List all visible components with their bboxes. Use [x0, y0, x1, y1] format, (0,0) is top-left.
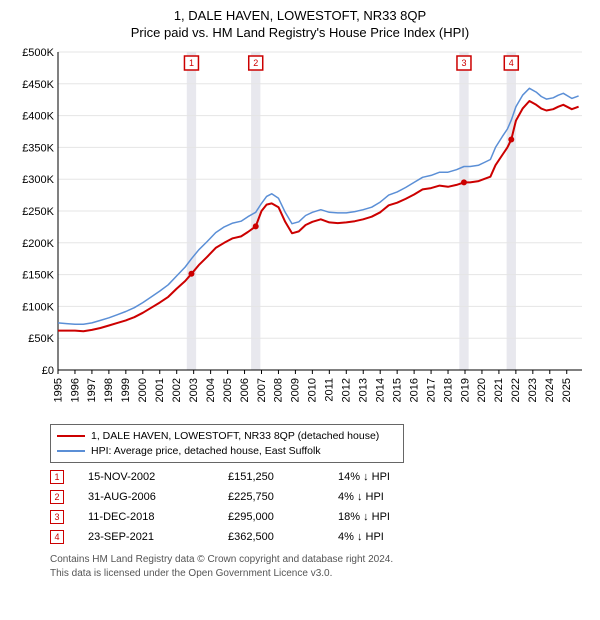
chart-container: 1, DALE HAVEN, LOWESTOFT, NR33 8QP Price…	[0, 0, 600, 620]
sales-price: £295,000	[228, 511, 338, 523]
sales-price: £362,500	[228, 531, 338, 543]
svg-text:2024: 2024	[544, 378, 556, 402]
svg-text:2010: 2010	[307, 378, 319, 402]
svg-text:2022: 2022	[510, 378, 522, 402]
sales-price: £225,750	[228, 491, 338, 503]
legend-item: 1, DALE HAVEN, LOWESTOFT, NR33 8QP (deta…	[57, 429, 397, 444]
svg-text:2025: 2025	[561, 378, 573, 402]
legend-label: 1, DALE HAVEN, LOWESTOFT, NR33 8QP (deta…	[91, 429, 379, 444]
svg-text:£0: £0	[42, 365, 54, 377]
svg-text:2020: 2020	[476, 378, 488, 402]
sales-date: 23-SEP-2021	[88, 531, 228, 543]
sales-diff: 18% ↓ HPI	[338, 511, 448, 523]
chart-svg: £0 £50K £100K £150K £200K £250K £300K £350K £400…	[10, 48, 590, 418]
svg-text:1999: 1999	[120, 378, 132, 402]
svg-text:1995: 1995	[52, 378, 64, 402]
svg-text:1: 1	[189, 58, 194, 68]
svg-text:2014: 2014	[375, 378, 387, 402]
legend-swatch	[57, 450, 85, 452]
legend-swatch	[57, 435, 85, 437]
svg-text:2000: 2000	[137, 378, 149, 402]
sales-date: 15-NOV-2002	[88, 471, 228, 483]
sales-diff: 14% ↓ HPI	[338, 471, 448, 483]
svg-text:1996: 1996	[69, 378, 81, 402]
svg-text:2021: 2021	[493, 378, 505, 402]
svg-text:£350K: £350K	[22, 142, 54, 154]
sales-diff: 4% ↓ HPI	[338, 491, 448, 503]
sales-row: 3 11-DEC-2018£295,00018% ↓ HPI	[50, 507, 590, 527]
svg-text:1997: 1997	[86, 378, 98, 402]
sales-marker-icon: 2	[50, 490, 64, 504]
svg-text:£200K: £200K	[22, 238, 54, 250]
sales-date: 11-DEC-2018	[88, 511, 228, 523]
svg-text:2: 2	[253, 58, 258, 68]
svg-text:2013: 2013	[358, 378, 370, 402]
sales-diff: 4% ↓ HPI	[338, 531, 448, 543]
svg-text:£250K: £250K	[22, 206, 54, 218]
sales-marker-icon: 4	[50, 530, 64, 544]
sales-price: £151,250	[228, 471, 338, 483]
svg-text:2018: 2018	[442, 378, 454, 402]
svg-text:2019: 2019	[459, 378, 471, 402]
footer-attribution: Contains HM Land Registry data © Crown c…	[50, 553, 590, 580]
sales-marker-icon: 1	[50, 470, 64, 484]
svg-text:1998: 1998	[103, 378, 115, 402]
svg-text:£300K: £300K	[22, 174, 54, 186]
sales-date: 31-AUG-2006	[88, 491, 228, 503]
sales-table: 1 15-NOV-2002£151,25014% ↓ HPI 2 31-AUG-200…	[50, 467, 590, 547]
svg-text:2007: 2007	[256, 378, 268, 402]
svg-text:2016: 2016	[408, 378, 420, 402]
svg-text:£450K: £450K	[22, 79, 54, 91]
svg-text:£500K: £500K	[22, 48, 54, 59]
legend: 1, DALE HAVEN, LOWESTOFT, NR33 8QP (deta…	[50, 424, 404, 463]
chart-subtitle: Price paid vs. HM Land Registry's House …	[10, 25, 590, 40]
svg-text:2008: 2008	[273, 378, 285, 402]
sales-row: 1 15-NOV-2002£151,25014% ↓ HPI	[50, 467, 590, 487]
svg-text:£150K: £150K	[22, 270, 54, 282]
svg-text:4: 4	[509, 58, 514, 68]
footer-line-2: This data is licensed under the Open Gov…	[50, 567, 590, 581]
svg-text:£50K: £50K	[28, 333, 54, 345]
svg-text:2005: 2005	[222, 378, 234, 402]
svg-text:2002: 2002	[171, 378, 183, 402]
svg-text:2011: 2011	[324, 378, 336, 402]
svg-text:2015: 2015	[391, 378, 403, 402]
sales-row: 4 23-SEP-2021£362,5004% ↓ HPI	[50, 527, 590, 547]
svg-text:£400K: £400K	[22, 111, 54, 123]
svg-text:2023: 2023	[527, 378, 539, 402]
svg-text:2003: 2003	[188, 378, 200, 402]
sales-marker-icon: 3	[50, 510, 64, 524]
svg-text:2001: 2001	[154, 378, 166, 402]
svg-text:£100K: £100K	[22, 301, 54, 313]
svg-text:2004: 2004	[205, 378, 217, 402]
chart-title: 1, DALE HAVEN, LOWESTOFT, NR33 8QP	[10, 8, 590, 23]
svg-text:2017: 2017	[425, 378, 437, 402]
svg-text:3: 3	[461, 58, 466, 68]
svg-text:2009: 2009	[290, 378, 302, 402]
sales-row: 2 31-AUG-2006£225,7504% ↓ HPI	[50, 487, 590, 507]
legend-item: HPI: Average price, detached house, East…	[57, 444, 397, 459]
svg-text:2006: 2006	[239, 378, 251, 402]
svg-text:2012: 2012	[341, 378, 353, 402]
legend-label: HPI: Average price, detached house, East…	[91, 444, 321, 459]
footer-line-1: Contains HM Land Registry data © Crown c…	[50, 553, 590, 567]
chart-plot-area: £0 £50K £100K £150K £200K £250K £300K £350K £400…	[10, 48, 590, 418]
